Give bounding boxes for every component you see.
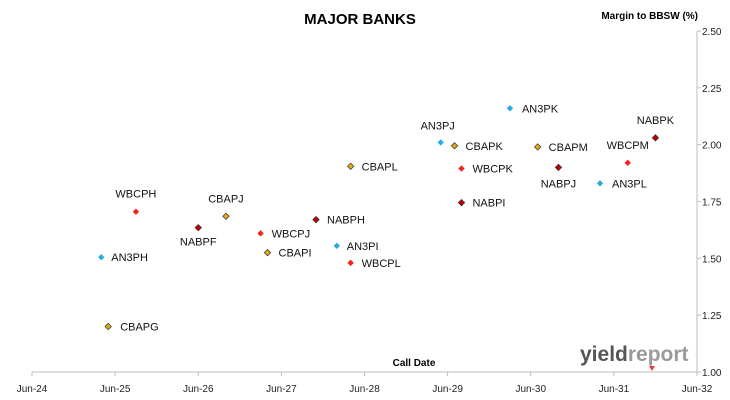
label-wbcpj: WBCPJ (272, 228, 311, 240)
y-tick-label: 1.50 (702, 254, 722, 265)
label-nabpk: NABPK (637, 115, 675, 127)
label-nabpj: NABPJ (541, 178, 576, 190)
x-tick-label: Jun-26 (183, 384, 214, 395)
point-wbcpk (458, 165, 465, 172)
logo-yield-text: yield (580, 343, 628, 366)
x-tick-label: Jun-31 (599, 384, 630, 395)
y-tick-label: 1.25 (702, 311, 722, 322)
label-nabpi: NABPI (472, 198, 505, 210)
y-tick-label: 2.50 (702, 27, 722, 38)
point-wbcpm (624, 159, 631, 167)
logo-report-text: report (628, 343, 689, 366)
x-tick-label: Jun-28 (349, 384, 380, 395)
point-wbcpj (257, 230, 264, 237)
logo-triangle-icon (649, 366, 655, 371)
label-an3pj: AN3PJ (421, 120, 455, 132)
point-an3ph (98, 253, 105, 261)
label-cbapm: CBAPM (549, 142, 588, 154)
label-cbapj: CBAPJ (208, 193, 243, 205)
x-axis-label: Call Date (393, 358, 436, 369)
x-tick-label: Jun-24 (17, 384, 48, 395)
point-an3pi (333, 242, 340, 250)
point-nabpj (554, 163, 563, 172)
point-wbcpl (347, 259, 354, 267)
label-an3pl: AN3PL (612, 178, 647, 190)
y-tick-label: 1.75 (702, 198, 722, 209)
y-tick-label: 1.00 (702, 368, 722, 379)
x-ticks: Jun-24 Jun-25 Jun-26 Jun-27 Jun-28 Jun-29 Jun-… (17, 372, 713, 395)
label-cbapl: CBAPL (362, 161, 398, 173)
point-cbapl (346, 162, 355, 170)
x-tick-label: Jun-29 (432, 384, 463, 395)
label-cbapg: CBAPG (120, 322, 159, 334)
y-axis-label: Margin to BBSW (%) (601, 11, 698, 22)
label-nabpf: NABPF (180, 237, 217, 249)
x-tick-label: Jun-32 (682, 384, 713, 395)
label-wbcpm: WBCPM (607, 140, 649, 152)
point-cbapj (222, 212, 230, 220)
chart-title: MAJOR BANKS (304, 11, 416, 28)
y-ticks: 1.00 1.25 1.50 1.75 2.00 2.25 2.50 (697, 27, 722, 379)
x-tick-label: Jun-30 (515, 384, 546, 395)
point-an3pk (506, 105, 514, 112)
point-nabpf (194, 223, 202, 232)
label-wbcpl: WBCPL (362, 258, 401, 270)
yieldreport-logo: yieldreport (580, 343, 689, 371)
label-wbcph: WBCPH (115, 189, 156, 201)
label-cbapi: CBAPI (279, 248, 312, 260)
label-wbcpk: WBCPK (472, 164, 513, 176)
point-nabph (312, 215, 320, 224)
y-tick-label: 2.25 (702, 84, 722, 95)
point-wbcph (132, 208, 140, 215)
data-points (98, 105, 660, 331)
point-nabpk (651, 134, 660, 142)
point-cbapk (450, 142, 459, 150)
data-labels: AN3PH AN3PI AN3PJ AN3PK AN3PL WBCPH WBCPJ WBCPL… (111, 103, 674, 333)
point-an3pl (596, 180, 604, 187)
label-nabph: NABPH (327, 215, 365, 227)
point-an3pj (437, 139, 444, 146)
label-an3pi: AN3PI (347, 241, 379, 253)
point-nabpi (457, 198, 466, 207)
label-cbapk: CBAPK (466, 141, 504, 153)
label-an3ph: AN3PH (111, 252, 148, 264)
x-tick-label: Jun-27 (266, 384, 297, 395)
y-tick-label: 2.00 (702, 141, 722, 152)
point-cbapi (263, 248, 272, 257)
svg-text:yieldreport: yieldreport (580, 343, 689, 366)
point-cbapg (104, 322, 112, 331)
point-cbapm (533, 143, 542, 151)
label-an3pk: AN3PK (522, 103, 559, 115)
x-tick-label: Jun-25 (100, 384, 131, 395)
